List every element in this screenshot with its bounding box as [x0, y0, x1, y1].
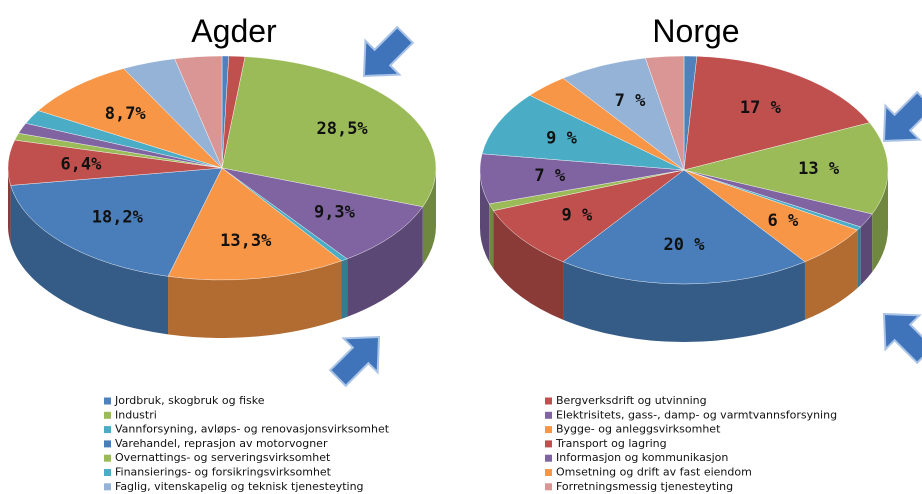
legend-label: Vannforsyning, avløps- og renovasjonsvir… — [115, 423, 390, 436]
slice — [10, 167, 223, 277]
slice-side — [341, 258, 348, 319]
legend-label: Faglig, vitenskapelig og teknisk tjenest… — [115, 480, 364, 493]
slice-side — [8, 168, 11, 244]
slice-side — [860, 214, 873, 285]
value-label: 17 % — [740, 98, 782, 118]
legend-label: Overnattings- og serveringsvirksomhet — [115, 451, 331, 464]
value-label: 13 % — [798, 159, 840, 179]
arrow — [362, 25, 415, 78]
legend-swatch — [545, 483, 552, 491]
legend-swatch — [104, 426, 111, 434]
slice — [645, 55, 685, 171]
legend-swatch — [104, 454, 111, 462]
value-label: 28,5% — [316, 119, 368, 139]
slice-side — [422, 168, 436, 265]
value-label: 8,7% — [105, 104, 147, 124]
legend-swatch — [545, 397, 552, 405]
legend-label: Industri — [115, 408, 157, 421]
slice-side — [857, 227, 861, 289]
arrow — [328, 335, 381, 388]
slice — [37, 68, 223, 169]
legend-swatch — [545, 469, 552, 476]
slice-side — [563, 261, 805, 342]
legend-swatch — [104, 411, 111, 419]
legend-swatch — [545, 411, 552, 419]
legend-swatch — [545, 454, 552, 462]
slice — [683, 56, 870, 171]
value-label: 6,4% — [60, 154, 102, 174]
slice — [683, 122, 889, 215]
value-label: 9,3% — [314, 203, 356, 223]
legend-label: Elektrisitets, gass-, damp- og varmtvann… — [556, 408, 837, 421]
legend-swatch — [545, 440, 552, 448]
legend-label: Varehandel, reprasjon av motorvogner — [115, 437, 328, 450]
slice — [221, 167, 424, 260]
value-label: 7 % — [615, 91, 646, 111]
legend-label: Bygge- og anleggsvirksomhet — [556, 423, 721, 436]
legend-label: Transport og lagring — [555, 437, 667, 450]
value-label: 18,2% — [92, 208, 144, 228]
value-label: 9 % — [561, 206, 592, 226]
slice — [481, 95, 685, 171]
slice-side — [804, 230, 858, 320]
legend-swatch — [104, 440, 111, 448]
slice-side — [10, 185, 169, 335]
value-label: 9 % — [546, 129, 577, 149]
chart-title: Norge — [652, 13, 739, 49]
arrow — [882, 90, 922, 143]
slice — [221, 56, 437, 208]
arrow — [882, 312, 922, 365]
slice — [562, 169, 806, 285]
slice-side — [489, 203, 494, 269]
legend-label: Informasjon og kommunikasjon — [556, 451, 728, 464]
arrows — [328, 25, 922, 388]
slice — [167, 167, 342, 281]
pie-sides — [480, 170, 888, 342]
slice — [174, 55, 223, 169]
legend-label: Forretningsmessig tjenesteyting — [556, 480, 733, 493]
value-label: 7 % — [534, 166, 565, 186]
pie-tops — [479, 55, 889, 285]
legend-swatch — [104, 483, 111, 491]
legend-label: Finansierings- og forsikringsvirksomhet — [115, 466, 332, 479]
slice-side — [493, 210, 564, 320]
slice — [493, 169, 685, 263]
value-label: 20 % — [664, 235, 706, 255]
slice-side — [168, 260, 342, 338]
value-label: 13,3% — [220, 231, 272, 251]
legend-swatch — [545, 426, 552, 434]
value-label: 6 % — [768, 211, 799, 231]
slice-side — [347, 206, 423, 317]
chart-title: Agder — [191, 13, 277, 49]
legend-label: Bergverksdrift og utvinning — [556, 394, 707, 407]
slice-side — [480, 170, 490, 262]
slice-side — [872, 170, 888, 273]
pie-sides — [8, 168, 436, 338]
legend-label: Jordbruk, skogbruk og fiske — [114, 394, 265, 407]
legend-label: Omsetning og drift av fast eiendom — [556, 466, 752, 479]
legend-swatch — [104, 469, 111, 476]
pie-tops — [7, 55, 437, 281]
legend-swatch — [104, 397, 111, 405]
